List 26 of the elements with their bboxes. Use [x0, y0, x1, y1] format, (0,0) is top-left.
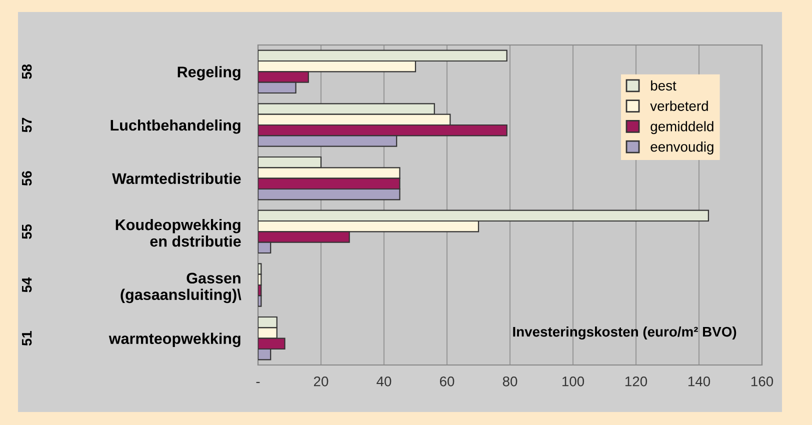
text: 51 [22, 330, 32, 346]
x-axis-title: Investeringskosten (euro/m² BVO) [513, 326, 736, 340]
text: 58 [22, 64, 32, 79]
y-tick-label: Regeling [178, 66, 240, 80]
x-tick-label: 120 [625, 376, 648, 386]
legend-label: eenvoudig [650, 142, 714, 154]
x-tick-label: 60 [440, 376, 454, 386]
x-tick-label: 140 [688, 376, 710, 386]
text: 56 [22, 171, 32, 186]
x-tick-label: - [256, 382, 260, 384]
legend-label: gemiddeld [650, 121, 714, 134]
y-tick-label: Koudeopwekking en dstributie [116, 218, 241, 247]
x-tick-label: 40 [376, 376, 392, 386]
text: 54 [22, 277, 32, 292]
x-tick-label: 100 [562, 376, 584, 386]
legend-label: verbeterd [650, 100, 708, 111]
y-tick-label: Luchtbehandeling [110, 119, 240, 134]
x-tick-label: 80 [502, 376, 518, 386]
text: 55 [22, 224, 32, 239]
y-tick-label: Warmtedistributie [112, 172, 241, 184]
x-tick-label: 160 [751, 376, 774, 386]
y-tick-label: warmteopwekking [108, 332, 240, 348]
text: 57 [22, 118, 32, 132]
legend-label: best [651, 80, 676, 91]
y-tick-label: Gassen (gasaansluiting)\ [120, 272, 242, 304]
x-tick-label: 20 [314, 376, 328, 386]
